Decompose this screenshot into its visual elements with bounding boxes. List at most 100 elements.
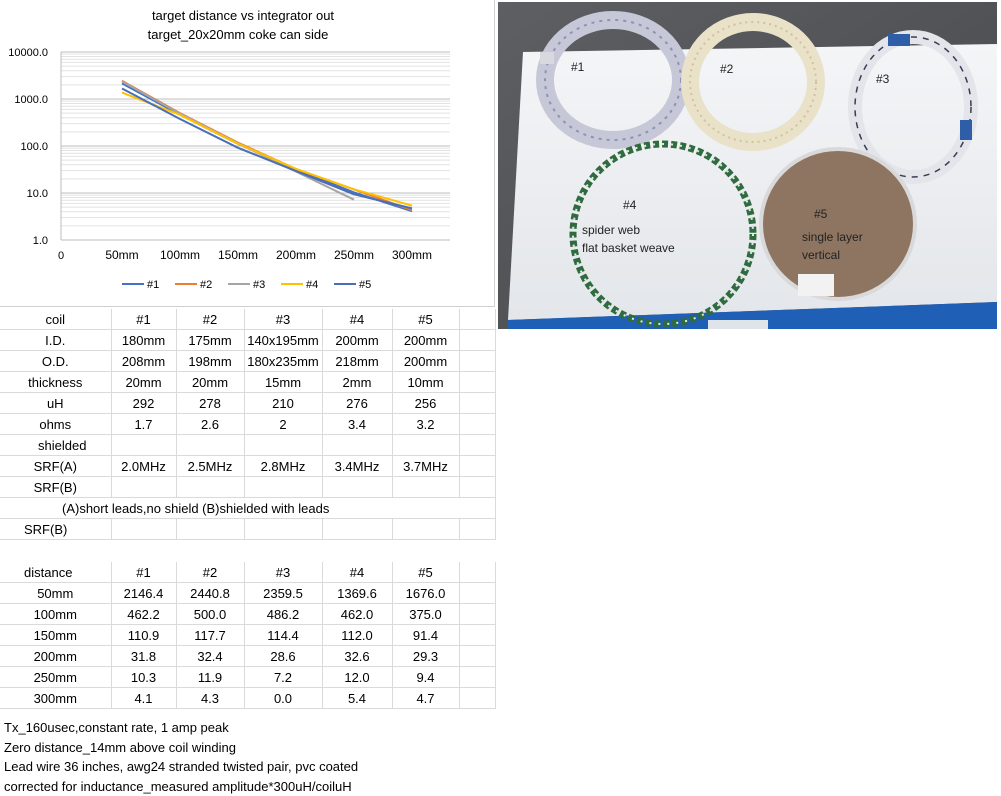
row-label-cell: coil	[0, 309, 112, 330]
legend-label: #5	[359, 279, 371, 291]
row-label-cell: 150mm	[0, 624, 112, 646]
empty-cell	[111, 518, 177, 540]
row-label-cell: thickness	[0, 371, 112, 393]
chart-panel: target distance vs integrator out target…	[0, 0, 495, 307]
legend-label: #1	[147, 279, 159, 291]
coil5-disk	[761, 149, 915, 299]
value-cell: 32.4	[176, 645, 245, 667]
srf-b-label: SRF(B)	[0, 518, 112, 540]
value-cell: 2	[244, 413, 323, 435]
empty-cell	[459, 645, 496, 667]
empty-cell	[459, 434, 496, 456]
value-cell: 200mm	[392, 329, 460, 351]
x-tick-label: 300mm	[392, 248, 432, 262]
value-cell: 1676.0	[392, 582, 460, 604]
empty-cell	[459, 350, 496, 372]
chart-series	[121, 79, 413, 213]
coil5-rim	[759, 147, 917, 301]
chart-svg: target distance vs integrator out target…	[8, 8, 450, 291]
spec-row: shielded	[0, 434, 496, 456]
value-cell: #2	[176, 562, 245, 583]
row-label-cell: 300mm	[0, 687, 112, 709]
row-label-cell: distance	[0, 562, 112, 583]
y-tick-label: 100.0	[20, 141, 48, 153]
spec-row: SRF(A) 2.0MHz 2.5MHz 2.8MHz 3.4MHz 3.7MHz	[0, 455, 496, 477]
coil3-blue-tape-2	[960, 120, 972, 140]
value-cell: 28.6	[244, 645, 323, 667]
x-axis-tick-labels: 0 50mm 100mm 150mm 200mm 250mm 300mm	[58, 248, 432, 262]
empty-cell	[244, 518, 323, 540]
coil3-label: #3	[876, 72, 890, 86]
value-cell: 114.4	[244, 624, 323, 646]
value-cell: 2440.8	[176, 582, 245, 604]
empty-cell	[459, 666, 496, 688]
coil5-desc-1: single layer	[802, 230, 863, 244]
value-cell: #5	[392, 562, 460, 583]
value-cell: 112.0	[322, 624, 393, 646]
value-cell: 91.4	[392, 624, 460, 646]
value-cell: 2359.5	[244, 582, 323, 604]
x-tick-label: 50mm	[105, 248, 138, 262]
row-label-cell: I.D.	[0, 329, 112, 351]
value-cell: #1	[111, 562, 177, 583]
empty-cell	[459, 518, 496, 540]
value-cell: 2.5MHz	[176, 455, 245, 477]
value-cell: 292	[111, 392, 177, 414]
value-cell: #2	[176, 309, 245, 330]
value-cell: 0.0	[244, 687, 323, 709]
note-line: Tx_160usec,constant rate, 1 amp peak	[4, 720, 229, 735]
value-cell: 198mm	[176, 350, 245, 372]
value-cell: 500.0	[176, 603, 245, 625]
box-label	[708, 320, 768, 329]
value-cell: 3.4	[322, 413, 393, 435]
measurement-notes: Tx_160usec,constant rate, 1 amp peak Zero…	[4, 718, 358, 796]
value-cell	[176, 434, 245, 456]
distance-row: 300mm 4.1 4.3 0.0 5.4 4.7	[0, 687, 496, 709]
spec-row: uH 292 278 210 276 256	[0, 392, 496, 414]
value-cell	[111, 434, 177, 456]
coil3-blue-tape	[888, 34, 910, 46]
value-cell: 2.8MHz	[244, 455, 323, 477]
empty-cell	[459, 582, 496, 604]
value-cell: 15mm	[244, 371, 323, 393]
distance-table-body: distance #1 #2 #3 #4 #5 50mm 2146.4 2440.8 2359.5…	[0, 562, 496, 709]
value-cell	[322, 434, 393, 456]
value-cell: 140x195mm	[244, 329, 323, 351]
spec-row: ohms 1.7 2.6 2 3.4 3.2	[0, 413, 496, 435]
distance-row: 150mm 110.9 117.7 114.4 112.0 91.4	[0, 624, 496, 646]
y-tick-label: 1000.0	[14, 94, 48, 106]
value-cell: 200mm	[322, 329, 393, 351]
legend-label: #2	[200, 279, 212, 291]
value-cell: 31.8	[111, 645, 177, 667]
box-side-blue	[508, 302, 997, 329]
coil4-label: #4	[623, 198, 637, 212]
value-cell: 276	[322, 392, 393, 414]
value-cell: 462.2	[111, 603, 177, 625]
value-cell	[111, 476, 177, 498]
value-cell: 218mm	[322, 350, 393, 372]
value-cell: 256	[392, 392, 460, 414]
value-cell: 10.3	[111, 666, 177, 688]
value-cell: 4.1	[111, 687, 177, 709]
value-cell	[244, 476, 323, 498]
empty-cell	[459, 309, 496, 330]
value-cell: 375.0	[392, 603, 460, 625]
distance-header-row: distance #1 #2 #3 #4 #5	[0, 562, 496, 583]
row-label-cell: 200mm	[0, 645, 112, 667]
value-cell: 2mm	[322, 371, 393, 393]
coil4-ring-highlight	[572, 143, 754, 325]
coil2-ring-inner	[689, 21, 817, 143]
row-label-cell: uH	[0, 392, 112, 414]
coil1-ring-inner	[544, 19, 682, 141]
empty-cell	[459, 392, 496, 414]
empty-cell	[459, 329, 496, 351]
row-label-cell: 100mm	[0, 603, 112, 625]
distance-row: 200mm 31.8 32.4 28.6 32.6 29.3	[0, 645, 496, 667]
x-tick-label: 250mm	[334, 248, 374, 262]
value-cell: #3	[244, 309, 323, 330]
legend-label: #4	[306, 279, 318, 291]
value-cell: #3	[244, 562, 323, 583]
spec-row: O.D. 208mm 198mm 180x235mm 218mm 200mm	[0, 350, 496, 372]
empty-cell	[459, 413, 496, 435]
value-cell	[322, 476, 393, 498]
